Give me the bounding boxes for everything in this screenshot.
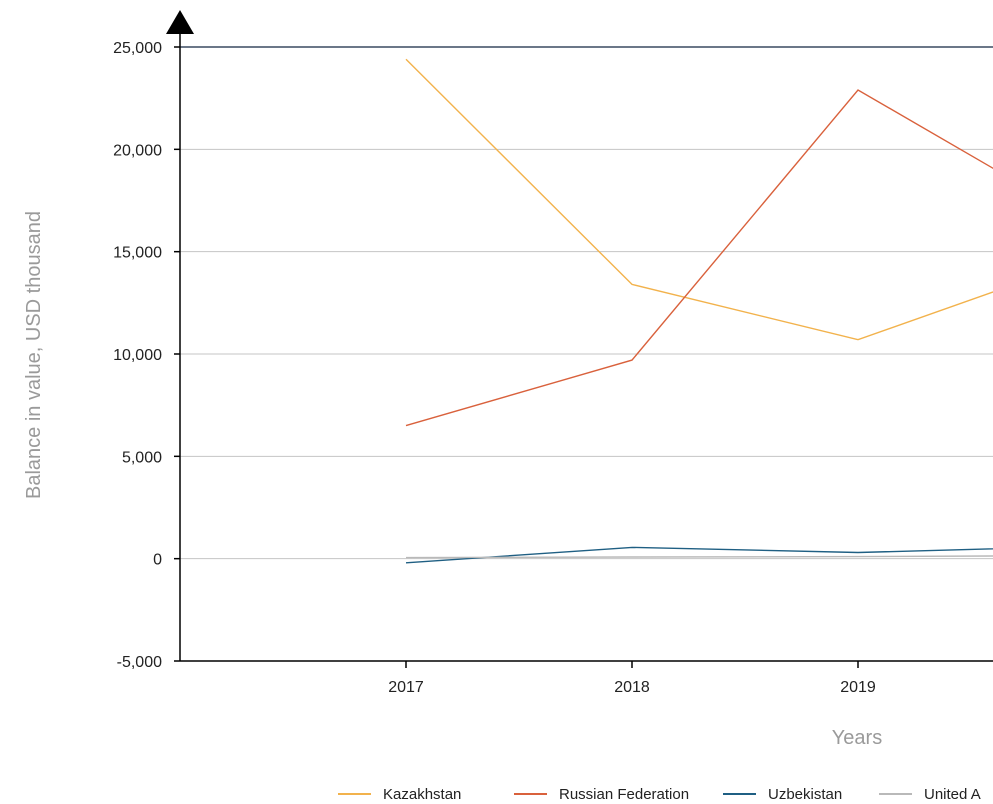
grid-lines bbox=[180, 46, 993, 560]
y-tick-label: 0 bbox=[153, 552, 162, 569]
series-lines bbox=[405, 58, 993, 564]
y-tick-label: -5,000 bbox=[117, 654, 162, 671]
y-tick-label: 25,000 bbox=[113, 40, 162, 57]
legend-label: United A bbox=[924, 786, 981, 803]
y-ticks: 25,000 20,000 15,000 10,000 5,000 0 -5,000 bbox=[113, 40, 180, 671]
y-axis-title: Balance in value, USD thousand bbox=[23, 211, 45, 499]
y-tick-label: 20,000 bbox=[113, 142, 162, 159]
legend-label: Uzbekistan bbox=[768, 786, 842, 803]
series-line bbox=[405, 89, 993, 427]
series-line bbox=[405, 555, 993, 559]
y-tick-label: 5,000 bbox=[122, 449, 162, 466]
y-tick-label: 10,000 bbox=[113, 347, 162, 364]
x-tick-label: 2017 bbox=[388, 679, 424, 696]
series-line bbox=[405, 546, 993, 564]
legend-label: Russian Federation bbox=[559, 786, 689, 803]
series-line bbox=[405, 58, 993, 341]
x-tick-label: 2019 bbox=[840, 679, 876, 696]
y-tick-label: 15,000 bbox=[113, 245, 162, 262]
x-ticks: 2017 2018 2019 bbox=[388, 661, 876, 696]
legend-label: Kazakhstan bbox=[383, 786, 461, 803]
y-axis-arrow-icon bbox=[166, 10, 194, 34]
x-tick-label: 2018 bbox=[614, 679, 650, 696]
legend: Kazakhstan Russian Federation Uzbekistan Un… bbox=[338, 786, 981, 803]
x-axis-title: Years bbox=[832, 727, 882, 749]
